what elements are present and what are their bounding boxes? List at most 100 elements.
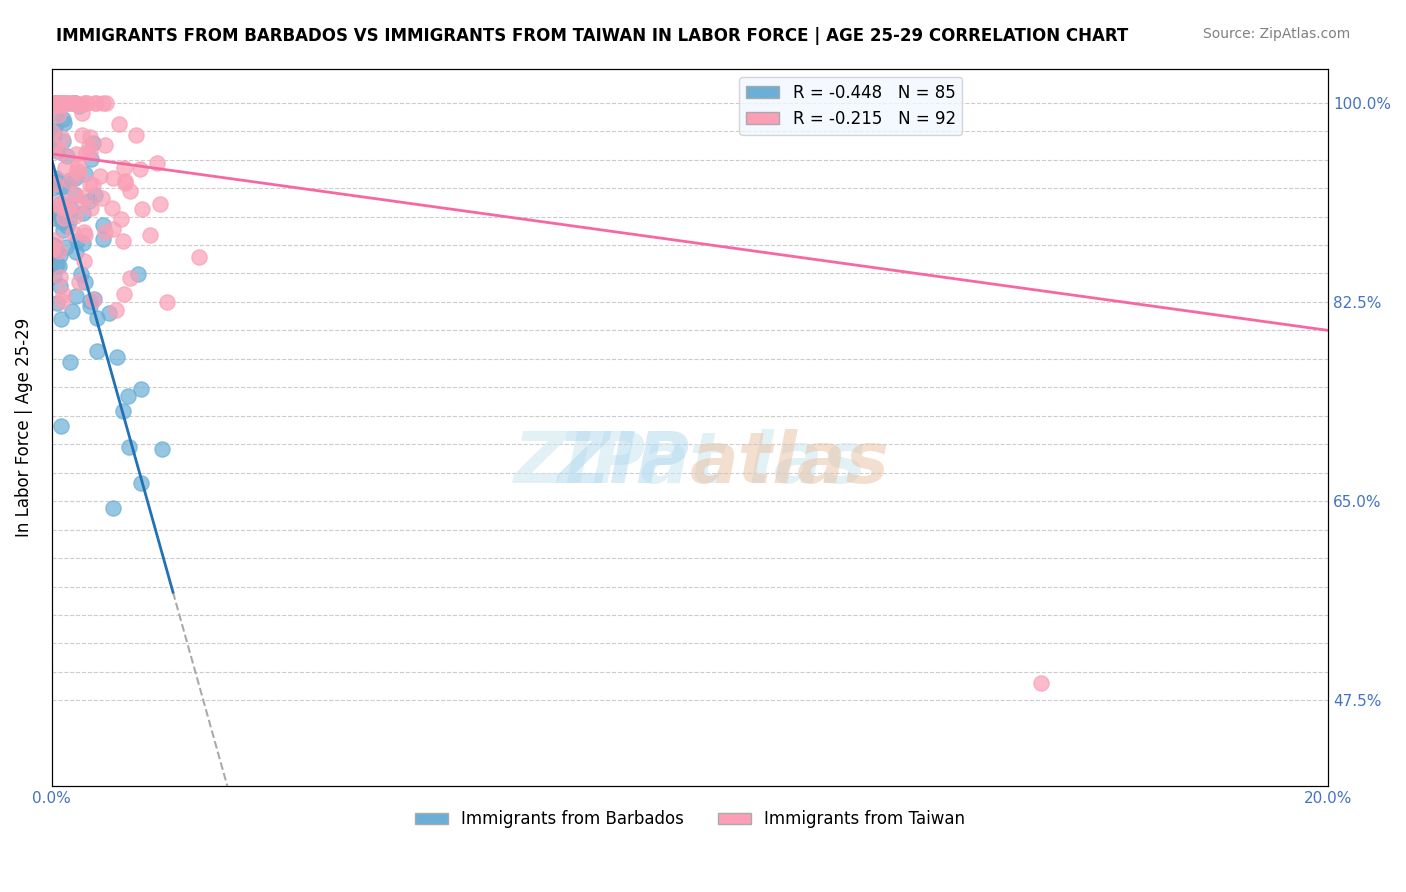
Immigrants from Taiwan — [114, 177, 136, 191]
Immigrants from Taiwan — [73, 225, 96, 239]
Immigrants from Taiwan — [51, 131, 73, 145]
Immigrants from Taiwan — [79, 145, 101, 159]
Immigrants from Barbados — [86, 310, 108, 325]
Immigrants from Taiwan — [128, 161, 150, 176]
Immigrants from Barbados — [75, 275, 97, 289]
Immigrants from Barbados — [112, 404, 135, 418]
Immigrants from Taiwan — [79, 139, 101, 153]
Immigrants from Barbados — [117, 440, 139, 454]
Immigrants from Barbados — [79, 293, 101, 308]
Immigrants from Barbados — [66, 234, 89, 248]
Immigrants from Taiwan — [93, 138, 115, 153]
Immigrants from Taiwan — [149, 197, 172, 211]
Immigrants from Barbados — [44, 244, 66, 259]
Immigrants from Barbados — [52, 112, 75, 127]
Immigrants from Taiwan — [65, 147, 87, 161]
Immigrants from Taiwan — [53, 211, 76, 225]
Immigrants from Taiwan — [52, 97, 75, 112]
Immigrants from Barbados — [101, 500, 124, 515]
Immigrants from Barbados — [72, 206, 94, 220]
Immigrants from Barbados — [63, 95, 86, 110]
Immigrants from Taiwan — [63, 209, 86, 223]
Immigrants from Taiwan — [46, 95, 69, 110]
Y-axis label: In Labor Force | Age 25-29: In Labor Force | Age 25-29 — [15, 318, 32, 537]
Immigrants from Barbados — [72, 235, 94, 250]
Immigrants from Barbados — [41, 95, 63, 110]
Immigrants from Taiwan — [46, 95, 69, 110]
Immigrants from Barbados — [63, 171, 86, 186]
Immigrants from Taiwan — [70, 105, 93, 120]
Immigrants from Taiwan — [66, 96, 89, 111]
Immigrants from Barbados — [59, 355, 82, 369]
Immigrants from Taiwan — [82, 293, 104, 308]
Immigrants from Barbados — [105, 351, 128, 365]
Immigrants from Taiwan — [91, 191, 114, 205]
Immigrants from Taiwan — [63, 95, 86, 110]
Immigrants from Taiwan — [79, 130, 101, 145]
Immigrants from Taiwan — [94, 95, 117, 110]
Immigrants from Taiwan — [91, 95, 114, 110]
Immigrants from Taiwan — [44, 95, 66, 110]
Immigrants from Taiwan — [101, 221, 124, 235]
Immigrants from Barbados — [45, 295, 67, 310]
Immigrants from Taiwan — [73, 95, 96, 110]
Immigrants from Taiwan — [94, 225, 117, 239]
Immigrants from Taiwan — [112, 161, 135, 175]
Immigrants from Barbados — [127, 267, 149, 281]
Immigrants from Barbados — [129, 382, 152, 396]
Immigrants from Taiwan — [118, 270, 141, 285]
Immigrants from Taiwan — [79, 177, 101, 191]
Immigrants from Barbados — [45, 95, 67, 110]
Immigrants from Barbados — [42, 180, 65, 194]
Immigrants from Barbados — [49, 248, 72, 262]
Immigrants from Taiwan — [44, 233, 66, 247]
Immigrants from Taiwan — [67, 275, 90, 289]
Immigrants from Taiwan — [55, 95, 77, 110]
Immigrants from Barbados — [51, 179, 73, 194]
Text: atlas: atlas — [690, 428, 890, 498]
Immigrants from Taiwan — [63, 187, 86, 202]
Immigrants from Taiwan — [49, 270, 72, 285]
Immigrants from Barbados — [80, 152, 103, 166]
Immigrants from Barbados — [59, 202, 82, 216]
Immigrants from Barbados — [83, 292, 105, 306]
Immigrants from Barbados — [51, 211, 73, 225]
Immigrants from Taiwan — [49, 199, 72, 213]
Immigrants from Taiwan — [45, 197, 67, 211]
Immigrants from Taiwan — [105, 303, 128, 318]
Immigrants from Barbados — [42, 140, 65, 154]
Immigrants from Barbados — [46, 145, 69, 159]
Immigrants from Barbados — [117, 389, 139, 403]
Immigrants from Taiwan — [52, 287, 75, 301]
Immigrants from Taiwan — [76, 95, 98, 110]
Immigrants from Taiwan — [41, 242, 63, 256]
Immigrants from Barbados — [46, 206, 69, 220]
Immigrants from Barbados — [79, 299, 101, 313]
Immigrants from Taiwan — [1029, 676, 1052, 690]
Immigrants from Barbados — [52, 134, 75, 148]
Immigrants from Taiwan — [80, 201, 103, 215]
Immigrants from Barbados — [150, 442, 173, 456]
Immigrants from Taiwan — [72, 254, 94, 268]
Immigrants from Taiwan — [125, 128, 148, 142]
Immigrants from Barbados — [42, 211, 65, 226]
Immigrants from Taiwan — [110, 211, 132, 226]
Immigrants from Barbados — [41, 95, 63, 110]
Immigrants from Barbados — [82, 136, 104, 151]
Immigrants from Taiwan — [75, 96, 97, 111]
Immigrants from Taiwan — [44, 95, 66, 110]
Immigrants from Barbados — [58, 214, 80, 228]
Immigrants from Taiwan — [53, 161, 76, 176]
Immigrants from Taiwan — [111, 234, 134, 248]
Immigrants from Taiwan — [51, 293, 73, 308]
Text: ZIPat las: ZIPat las — [513, 428, 866, 498]
Immigrants from Taiwan — [131, 202, 153, 216]
Text: ZIP: ZIP — [558, 428, 690, 498]
Immigrants from Barbados — [41, 136, 63, 150]
Immigrants from Taiwan — [66, 162, 89, 177]
Immigrants from Taiwan — [82, 178, 104, 192]
Immigrants from Barbados — [51, 180, 73, 194]
Immigrants from Barbados — [65, 244, 87, 259]
Immigrants from Barbados — [51, 215, 73, 229]
Immigrants from Barbados — [91, 218, 114, 232]
